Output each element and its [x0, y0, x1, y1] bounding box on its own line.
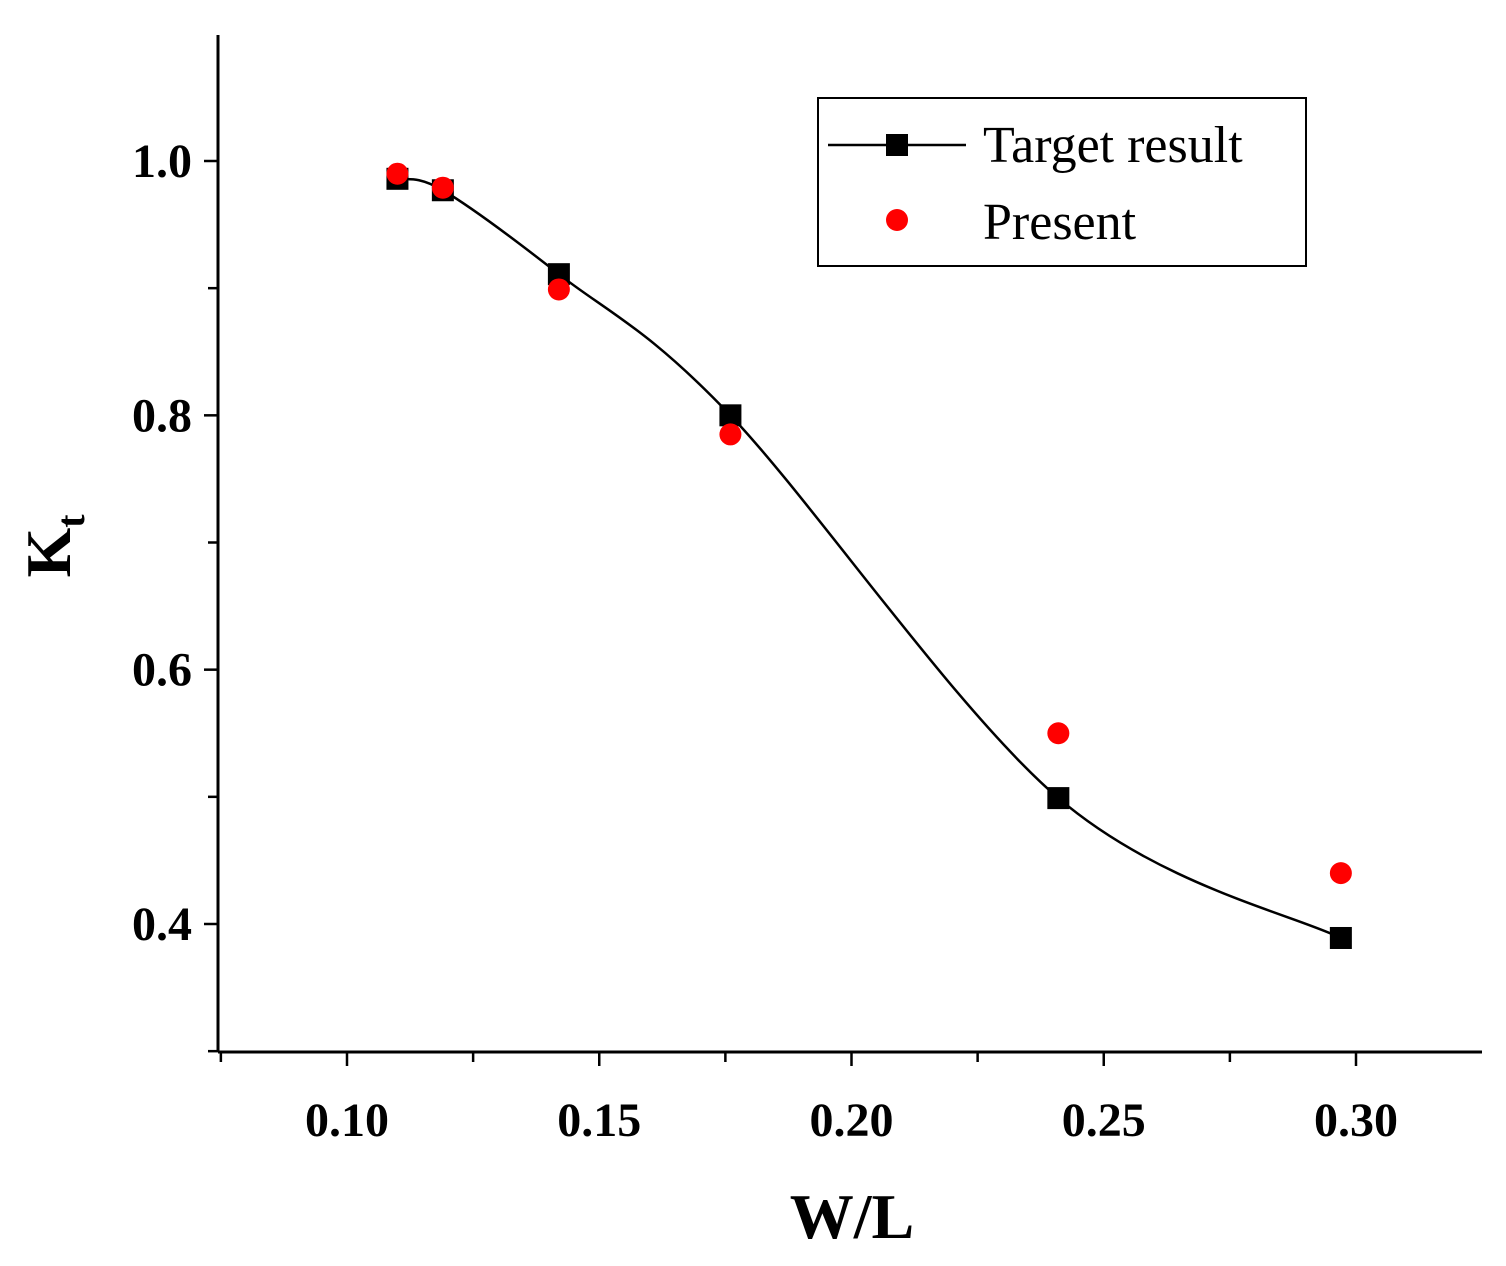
x-tick-label: 0.20: [810, 1094, 894, 1147]
x-tick-label: 0.30: [1314, 1094, 1398, 1147]
x-tick-label: 0.25: [1062, 1094, 1146, 1147]
y-tick-label: 0.6: [132, 644, 192, 697]
target-result-marker: [547, 263, 570, 286]
y-axis-title: Kt: [13, 514, 93, 578]
target-result-marker: [1047, 787, 1070, 810]
legend-box: [817, 97, 1307, 267]
x-tick-label: 0.15: [557, 1094, 641, 1147]
legend: Target result Present: [817, 97, 1307, 267]
tick-marks: [204, 159, 1358, 1066]
legend-marker-present: [886, 209, 908, 231]
target-result-line: [397, 177, 1342, 940]
y-tick-label: 0.4: [132, 898, 192, 951]
tick-labels: 0.10 0.15 0.20 0.25 0.30 0.4 0.6 0.8 1.0: [132, 135, 1398, 1147]
x-axis-title: W/L: [790, 1181, 914, 1252]
y-tick-label: 0.8: [132, 389, 192, 442]
plot-area: [386, 162, 1352, 949]
svg-text:Kt: Kt: [13, 514, 93, 578]
y-tick-label: 1.0: [132, 135, 192, 188]
present-marker: [431, 176, 454, 199]
legend-label-present: Present: [983, 194, 1137, 251]
present-marker: [386, 162, 409, 185]
present-marker: [719, 423, 742, 446]
target-result-marker: [719, 404, 742, 427]
x-tick-label: 0.10: [305, 1094, 389, 1147]
legend-marker-target: [886, 134, 908, 156]
present-marker: [1329, 862, 1352, 885]
present-marker: [547, 278, 570, 301]
y-axis-title-main: K: [13, 528, 84, 578]
target-result-marker: [1329, 926, 1352, 949]
present-marker: [1047, 722, 1070, 745]
legend-label-target: Target result: [983, 117, 1243, 174]
y-axis-title-sub: t: [48, 514, 93, 528]
